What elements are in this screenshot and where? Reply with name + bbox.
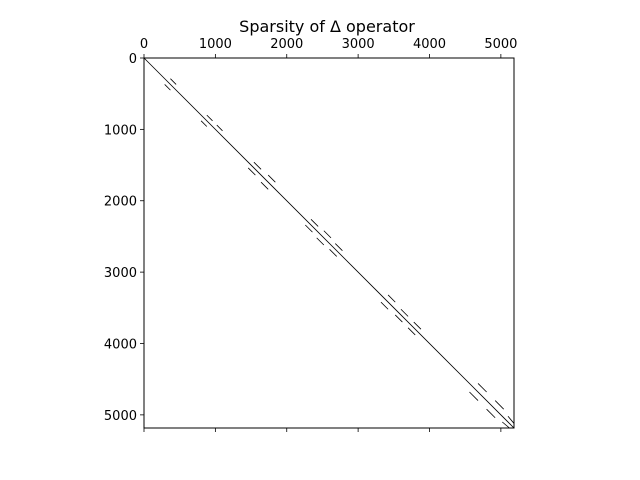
y-tick-label: 2000 bbox=[104, 195, 137, 210]
axes-frame bbox=[143, 57, 515, 429]
x-tick-label: 4000 bbox=[413, 37, 446, 52]
x-tick-label: 0 bbox=[140, 37, 148, 52]
off-diagonal-mark bbox=[310, 219, 319, 227]
off-diagonal-mark bbox=[334, 243, 343, 251]
off-diagonal-mark bbox=[494, 400, 505, 410]
off-diagonal-mark bbox=[407, 327, 416, 336]
x-tick-label: 3000 bbox=[342, 37, 375, 52]
off-diagonal-mark bbox=[170, 78, 177, 85]
nonzero-marks bbox=[143, 57, 515, 429]
x-tick-label: 5000 bbox=[484, 37, 517, 52]
off-diagonal-mark bbox=[305, 224, 313, 233]
off-diagonal-mark bbox=[267, 174, 276, 183]
off-diagonal-mark bbox=[260, 181, 269, 190]
off-diagonal-mark bbox=[469, 391, 479, 401]
off-diagonal-mark bbox=[502, 421, 510, 429]
off-diagonal-mark bbox=[477, 383, 487, 393]
off-diagonal-mark bbox=[323, 230, 332, 239]
y-tick-label: 3000 bbox=[104, 266, 137, 281]
off-diagonal-mark bbox=[380, 301, 389, 310]
off-diagonal-mark bbox=[216, 124, 223, 132]
chart-title: Sparsity of Δ operator bbox=[239, 17, 415, 36]
y-tick-label: 5000 bbox=[104, 409, 137, 424]
x-tick-label: 2000 bbox=[270, 37, 303, 52]
off-diagonal-mark bbox=[316, 237, 325, 246]
x-axis: 0 1000 2000 3000 4000 5000 bbox=[140, 37, 517, 432]
off-diagonal-mark bbox=[206, 114, 213, 122]
diagonal-mark bbox=[143, 57, 515, 429]
y-tick-label: 4000 bbox=[104, 337, 137, 352]
x-tick-label: 1000 bbox=[199, 37, 232, 52]
off-diagonal-mark bbox=[247, 167, 256, 176]
y-tick-label: 0 bbox=[129, 52, 137, 67]
y-axis: 0 1000 2000 3000 4000 5000 bbox=[104, 52, 144, 424]
off-diagonal-mark bbox=[486, 408, 496, 419]
off-diagonal-mark bbox=[253, 161, 262, 170]
off-diagonal-mark bbox=[164, 84, 171, 91]
off-diagonal-mark bbox=[507, 416, 515, 424]
off-diagonal-mark bbox=[400, 308, 409, 317]
off-diagonal-mark bbox=[413, 321, 422, 330]
plot-area bbox=[143, 57, 515, 429]
off-diagonal-mark bbox=[200, 120, 208, 127]
off-diagonal-mark bbox=[387, 294, 396, 303]
off-diagonal-mark bbox=[329, 248, 337, 257]
y-tick-label: 1000 bbox=[104, 123, 137, 138]
off-diagonal-mark bbox=[394, 314, 403, 323]
